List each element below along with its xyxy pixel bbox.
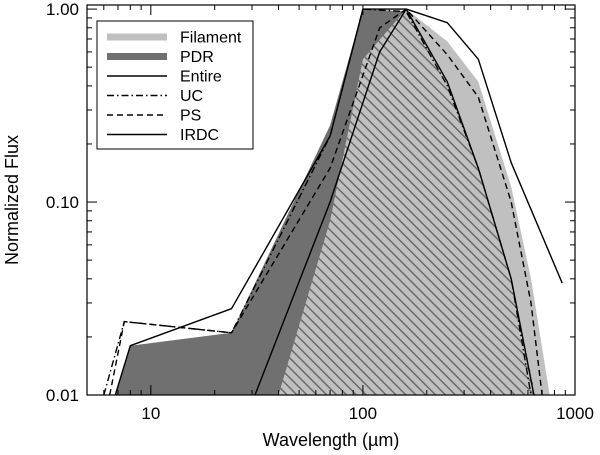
series-lines — [103, 8, 563, 395]
x-tick-label: 10 — [141, 404, 160, 423]
y-tick-label: 0.01 — [46, 386, 79, 405]
plot-frame — [86, 4, 576, 396]
series-line-uc — [103, 8, 532, 395]
legend-label-pdr: PDR — [180, 49, 214, 66]
legend-label-ps: PS — [180, 108, 201, 125]
legend-label-filament: Filament — [180, 30, 242, 47]
x-axis-label: Wavelength (µm) — [263, 430, 400, 450]
series-line-irdc — [254, 8, 535, 395]
legend-label-uc: UC — [180, 88, 203, 105]
y-tick-label: 1.00 — [46, 0, 79, 19]
x-tick-label: 1000 — [556, 404, 594, 423]
axis-ticks — [86, 5, 576, 396]
x-tick-label: 100 — [349, 404, 377, 423]
legend-box — [96, 20, 254, 150]
legend-label-entire: Entire — [180, 69, 222, 86]
tick-labels: 10 100 1000 0.01 0.10 1.00 — [46, 0, 594, 423]
legend: Filament PDR Entire UC PS IRDC — [96, 20, 254, 150]
y-tick-label: 0.10 — [46, 193, 79, 212]
legend-label-irdc: IRDC — [180, 127, 219, 144]
y-axis-label: Normalized Flux — [2, 135, 22, 265]
